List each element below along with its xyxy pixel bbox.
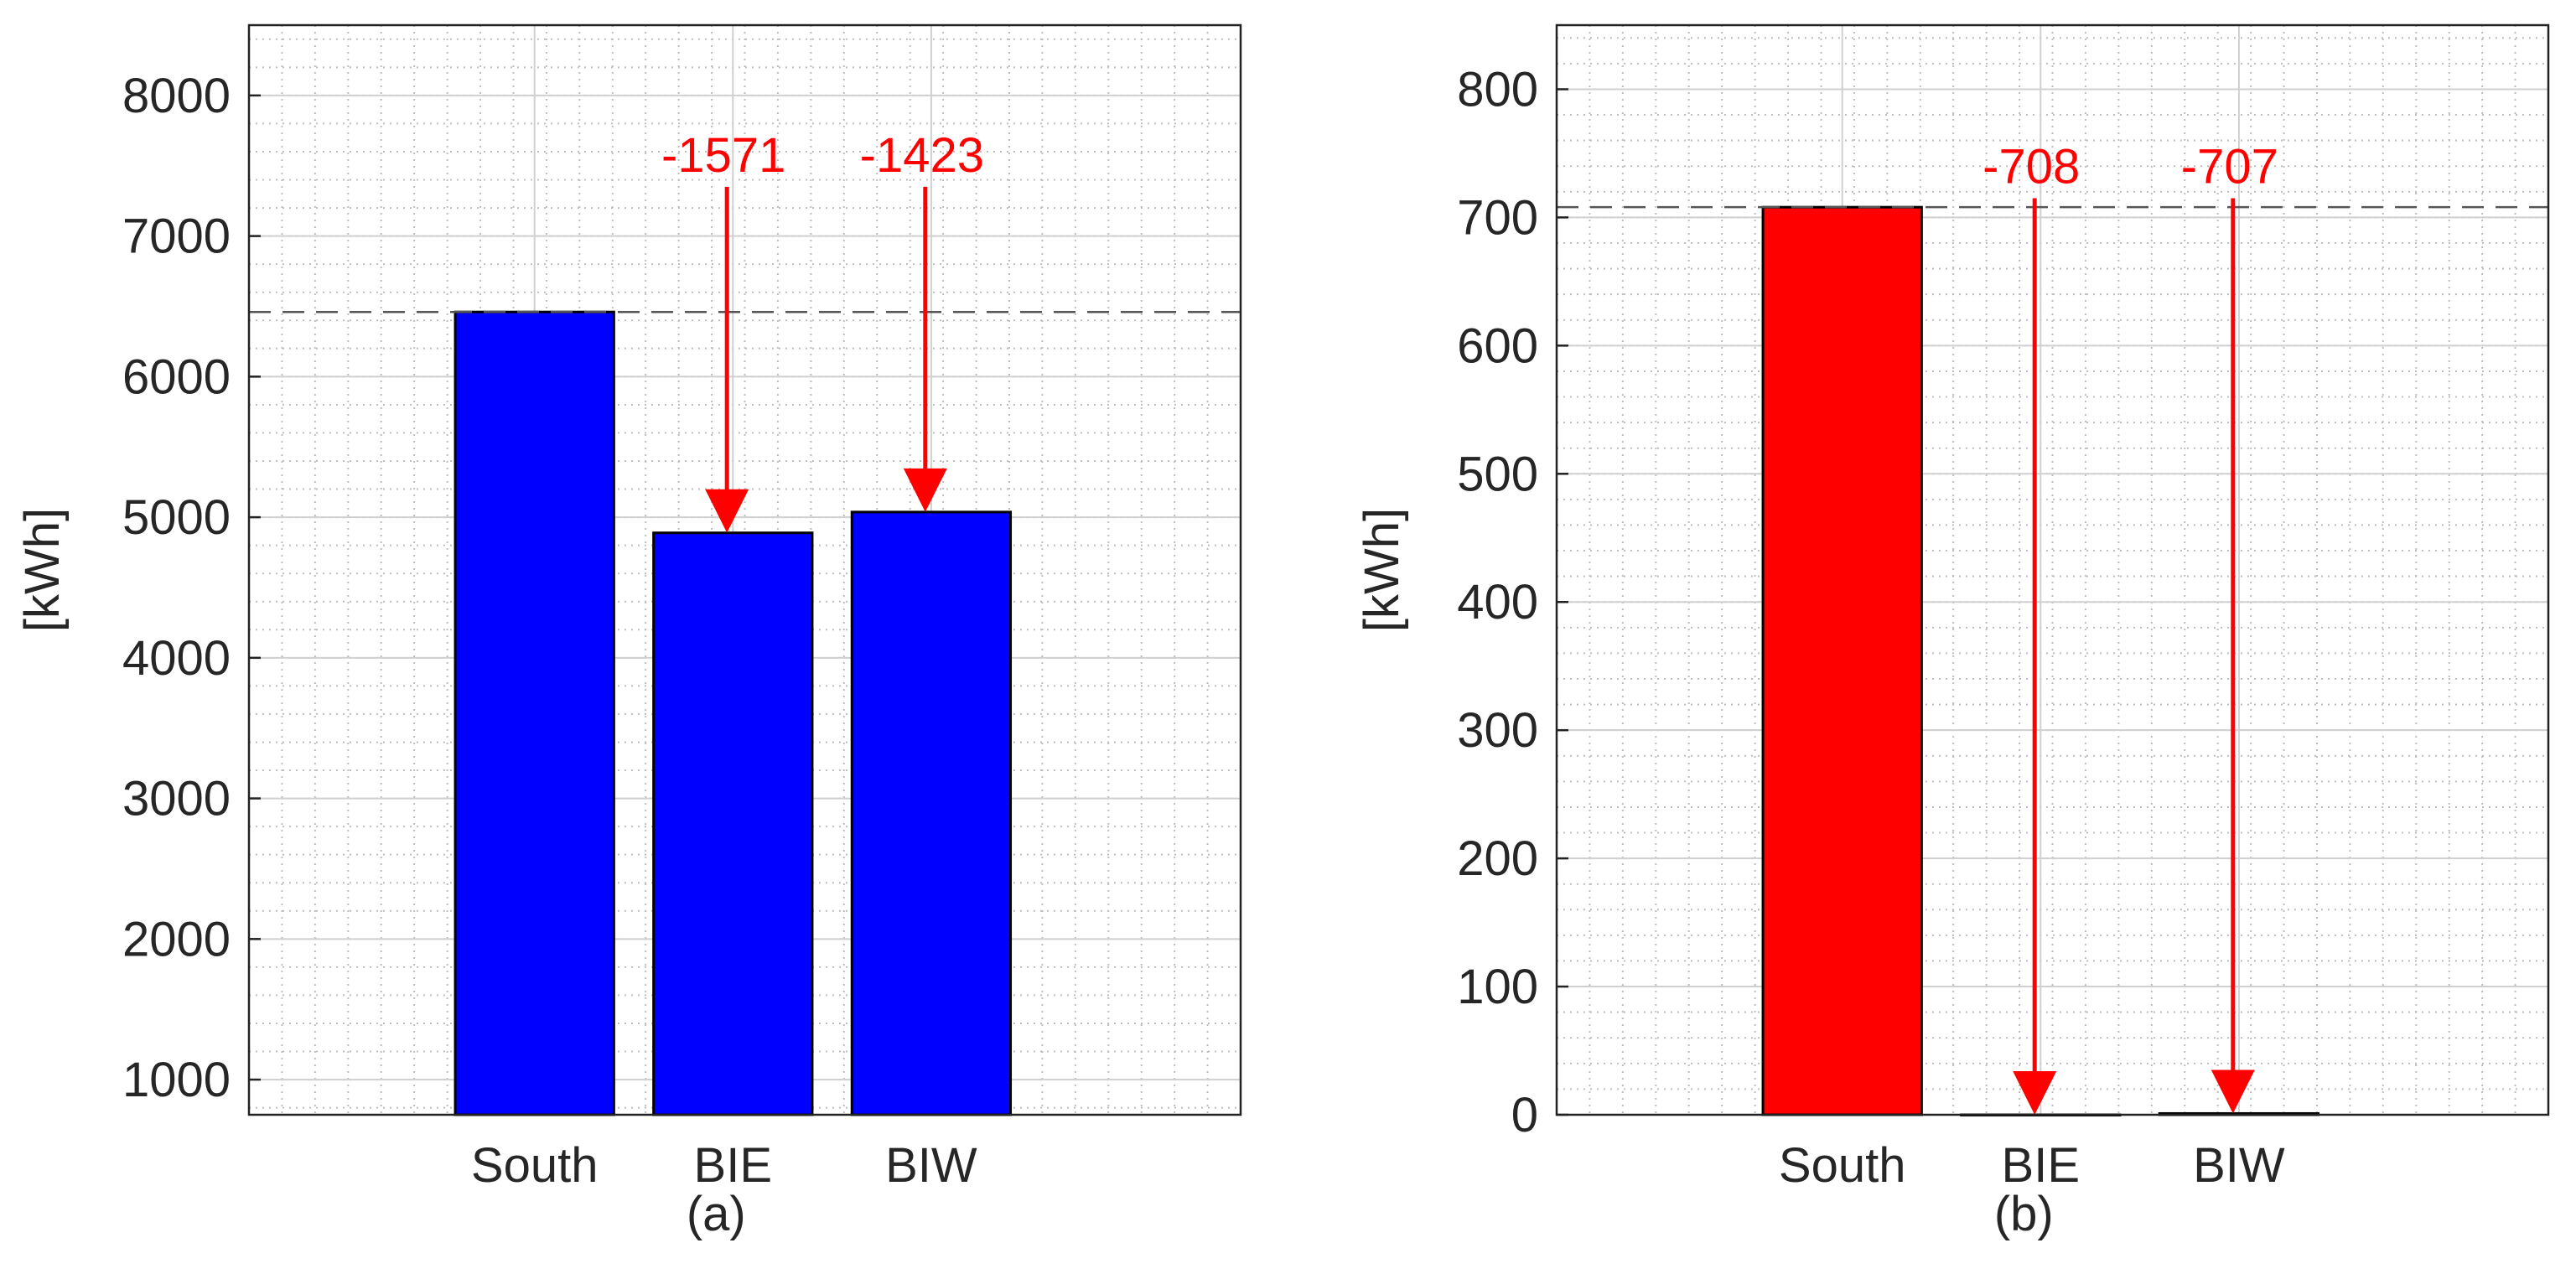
panel-label: (a) — [687, 1187, 746, 1241]
x-tick-label: BIW — [885, 1138, 977, 1193]
annotation-label: -708 — [1983, 139, 2080, 194]
y-tick-label: 600 — [1457, 318, 1538, 373]
bar-bie — [652, 531, 814, 1116]
y-tick-label: 7000 — [122, 210, 231, 264]
annotation-arrow-head — [2211, 1069, 2255, 1114]
annotation-label: -1571 — [661, 128, 785, 183]
y-tick-label: 200 — [1457, 831, 1538, 886]
y-tick-label: 3000 — [122, 772, 231, 826]
bar-south — [1761, 205, 1923, 1116]
y-axis-label: [kWh] — [1355, 508, 1409, 632]
bar-biw — [850, 510, 1013, 1116]
axes-frame — [247, 23, 1242, 1116]
y-axis-label: [kWh] — [15, 508, 70, 632]
chart-panel-b: -708 -707 0 100 200 300 400 500 600 700 800 South BI… — [1355, 23, 2550, 1241]
chart-panel-a: -1571 -1423 1000 2000 3000 4000 5000 6000 7000 80… — [15, 23, 1242, 1241]
annotation-arrow-head — [2013, 1071, 2057, 1115]
x-tick-label: South — [1779, 1138, 1906, 1193]
y-tick-label: 4000 — [122, 631, 231, 686]
y-tick-label: 500 — [1457, 447, 1538, 501]
y-tick-label: 5000 — [122, 490, 231, 545]
y-tick-label: 300 — [1457, 703, 1538, 758]
y-tick-label: 8000 — [122, 69, 231, 123]
annotation-arrow-head — [903, 468, 947, 512]
annotation-label: -707 — [2181, 139, 2278, 194]
y-tick-label: 800 — [1457, 62, 1538, 117]
y-tick-label: 700 — [1457, 190, 1538, 245]
annotation-arrow-head — [705, 489, 749, 533]
axes-frame — [1555, 23, 2550, 1116]
annotation-label: -1423 — [860, 128, 984, 183]
panel-label: (b) — [1994, 1187, 2054, 1241]
y-tick-label: 6000 — [122, 350, 231, 404]
x-tick-label: BIE — [694, 1138, 773, 1193]
x-tick-label: South — [471, 1138, 599, 1193]
y-tick-label: 0 — [1511, 1088, 1538, 1142]
x-tick-label: BIE — [2002, 1138, 2081, 1193]
y-tick-label: 400 — [1457, 575, 1538, 629]
y-tick-label: 2000 — [122, 912, 231, 966]
x-tick-label: BIW — [2193, 1138, 2285, 1193]
bar-south — [454, 310, 615, 1116]
y-tick-label: 100 — [1457, 960, 1538, 1014]
y-tick-label: 1000 — [122, 1053, 231, 1107]
